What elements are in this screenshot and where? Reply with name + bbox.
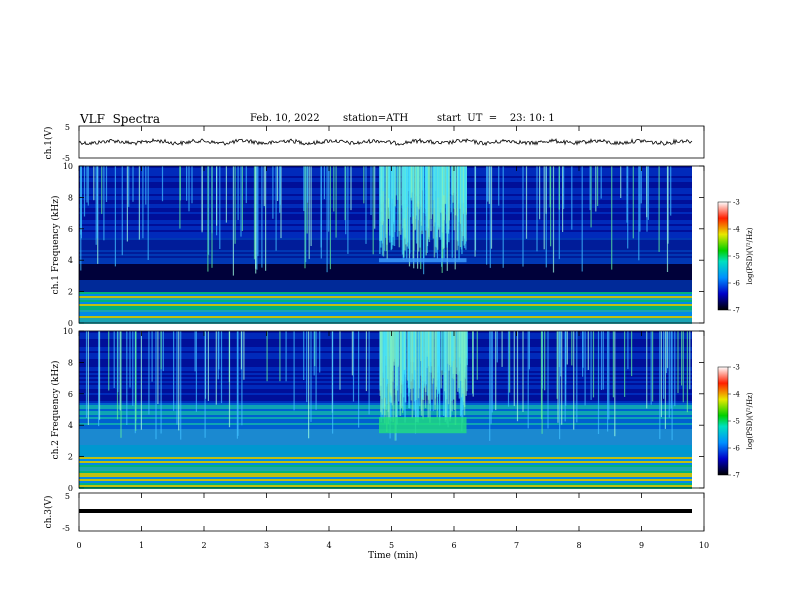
start-time-label: start UT = 23: 10: 1 — [437, 113, 555, 124]
ch1-freq-ytick: 2 — [68, 288, 73, 297]
ch1-freq-ytick: 4 — [68, 256, 73, 265]
ch1-freq-ytick: 6 — [68, 225, 73, 234]
time-xtick: 9 — [639, 541, 644, 550]
ch3-ytick-bottom: -5 — [62, 524, 70, 533]
colorbar-tick: -6 — [733, 280, 740, 288]
ch2-freq-ylabel: ch.2 Frequency (kHz) — [50, 361, 61, 460]
ch1-ytick-top: 5 — [65, 123, 70, 132]
date-label: Feb. 10, 2022 — [250, 113, 320, 124]
ch2-spectrogram-panel: ch.2 Frequency (kHz) 0 2 4 6 8 10 — [50, 327, 705, 493]
ch2-colorbar: -3 -4 -5 -6 -7 log(PSD)(V²/Hz) — [717, 364, 754, 480]
ch2-freq-ytick: 10 — [63, 327, 73, 336]
ch1-colorbar: -3 -4 -5 -6 -7 log(PSD)(V²/Hz) — [717, 199, 754, 315]
time-xtick: 10 — [699, 541, 709, 550]
ch3-ytick-top: 5 — [65, 492, 70, 501]
colorbar-tick: -4 — [733, 391, 740, 399]
time-xtick: 6 — [451, 541, 456, 550]
station-label: station=ATH — [343, 113, 409, 124]
ch2-freq-ytick: 4 — [68, 421, 73, 430]
ch1-colorbar-label: log(PSD)(V²/Hz) — [746, 227, 754, 284]
ch2-freq-ytick: 0 — [68, 484, 73, 493]
ch1-spectrogram-heatmap — [79, 166, 692, 324]
time-xtick: 2 — [201, 541, 206, 550]
ch1-spectrogram-panel: ch.1 Frequency (kHz) 0 2 4 6 8 10 — [50, 162, 705, 328]
ch1-freq-ylabel: ch.1 Frequency (kHz) — [50, 196, 61, 295]
ch1-freq-ytick: 8 — [68, 193, 73, 202]
time-xtick: 7 — [514, 541, 519, 550]
time-xtick: 1 — [139, 541, 144, 550]
colorbar-tick: -6 — [733, 445, 740, 453]
colorbar-tick: -7 — [733, 307, 740, 315]
time-xtick: 0 — [76, 541, 81, 550]
time-xtick: 5 — [389, 541, 394, 550]
ch2-freq-ytick: 8 — [68, 358, 73, 367]
ch1-freq-ytick: 0 — [68, 319, 73, 328]
ch1-waveform-line — [78, 137, 693, 147]
colorbar-tick: -5 — [733, 253, 740, 261]
ch3-waveform-line — [79, 509, 692, 513]
colorbar-tick: -7 — [733, 472, 740, 480]
ch1-ylabel: ch.1(V) — [43, 127, 54, 160]
colorbar-tick: -3 — [733, 199, 740, 207]
colorbar-tick: -4 — [733, 226, 740, 234]
figure-title: VLF Spectra — [80, 112, 161, 126]
colorbar-tick: -3 — [733, 364, 740, 372]
ch2-colorbar-label: log(PSD)(V²/Hz) — [746, 392, 754, 449]
ch3-waveform-panel: 5 -5 ch.3(V) 0 1 2 3 4 5 6 7 8 9 10 Time (min) — [43, 126, 709, 561]
ch2-spectrogram-heatmap — [79, 331, 692, 489]
colorbar-tick: -5 — [733, 418, 740, 426]
time-xtick: 3 — [264, 541, 269, 550]
ch2-freq-ytick: 6 — [68, 390, 73, 399]
time-xtick: 8 — [576, 541, 581, 550]
time-xlabel: Time (min) — [368, 550, 418, 561]
ch1-freq-ytick: 10 — [63, 162, 73, 171]
ch1-ytick-bottom: -5 — [62, 154, 70, 163]
ch2-freq-ytick: 2 — [68, 453, 73, 462]
time-xtick: 4 — [326, 541, 331, 550]
ch1-waveform-panel: 5 -5 ch.1(V) — [43, 123, 705, 163]
ch3-ylabel: ch.3(V) — [43, 496, 54, 529]
